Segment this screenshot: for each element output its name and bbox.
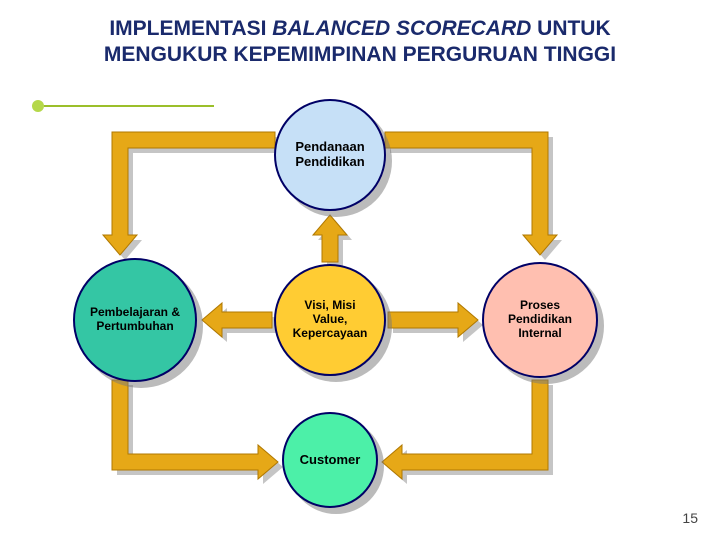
node-bottom: Customer — [282, 412, 378, 508]
node-center-circle: Visi, MisiValue,Kepercayaan — [274, 264, 386, 376]
node-right-circle: ProsesPendidikanInternal — [482, 262, 598, 378]
node-center-label: Visi, MisiValue,Kepercayaan — [293, 299, 368, 340]
node-right: ProsesPendidikanInternal — [482, 262, 598, 378]
arrow-left-to-bottom — [112, 380, 278, 479]
arrow-right-to-bottom — [382, 380, 548, 479]
page-number: 15 — [682, 510, 698, 526]
node-top-circle: PendanaanPendidikan — [274, 99, 386, 211]
node-left-label: Pembelajaran &Pertumbuhan — [90, 306, 180, 334]
node-top: PendanaanPendidikan — [274, 99, 386, 211]
node-bottom-circle: Customer — [282, 412, 378, 508]
node-bottom-label: Customer — [300, 453, 361, 468]
node-left: Pembelajaran &Pertumbuhan — [73, 258, 197, 382]
node-left-circle: Pembelajaran &Pertumbuhan — [73, 258, 197, 382]
node-top-label: PendanaanPendidikan — [295, 140, 364, 170]
node-center: Visi, MisiValue,Kepercayaan — [274, 264, 386, 376]
node-right-label: ProsesPendidikanInternal — [508, 299, 572, 340]
arrow-shadow — [108, 137, 280, 260]
